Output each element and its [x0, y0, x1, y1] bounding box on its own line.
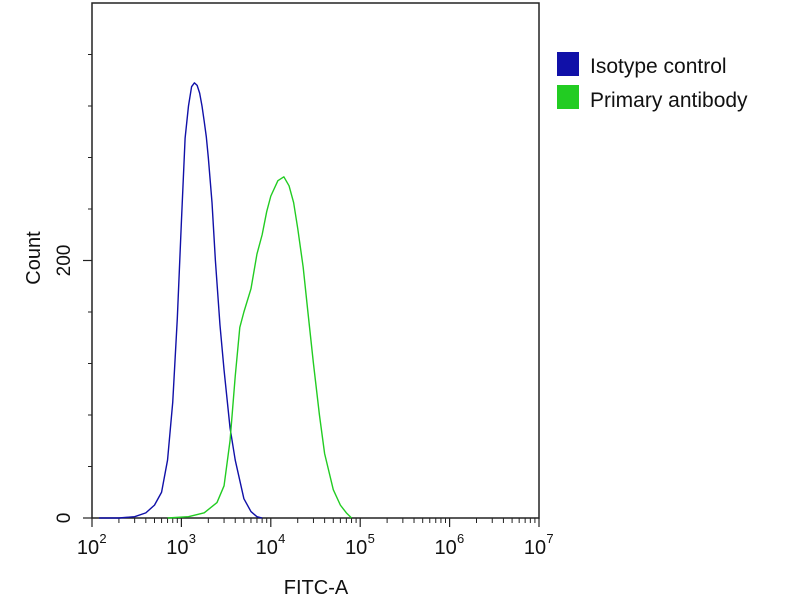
x-tick-label-exponent: 7 — [546, 531, 553, 546]
x-tick-label-exponent: 5 — [368, 531, 375, 546]
x-tick-label: 10 6 — [434, 531, 464, 559]
x-tick-label: 10 3 — [166, 531, 196, 559]
x-tick-label-base: 10 — [434, 537, 456, 559]
y-axis: 0 200 — [54, 54, 92, 524]
legend-swatch-isotype-control — [557, 52, 579, 76]
x-tick-label: 10 2 — [77, 531, 107, 559]
legend-label-isotype-control: Isotype control — [590, 55, 727, 78]
series-line-primary-antibody — [167, 176, 353, 519]
x-axis: 10 2 10 3 10 4 10 5 10 6 10 7 — [77, 518, 554, 559]
series-layer — [99, 82, 353, 519]
y-axis-label: Count — [23, 231, 45, 285]
y-tick-label: 200 — [54, 245, 75, 277]
legend-swatch-primary-antibody — [557, 85, 579, 109]
legend-label-primary-antibody: Primary antibody — [590, 89, 748, 112]
series-line-isotype-control — [99, 82, 263, 519]
x-tick-label-base: 10 — [256, 537, 278, 559]
plot-border — [91, 2, 540, 519]
x-tick-label-base: 10 — [77, 537, 99, 559]
y-tick-label: 0 — [54, 513, 75, 524]
x-tick-label-base: 10 — [524, 537, 546, 559]
x-tick-label: 10 4 — [256, 531, 286, 559]
x-tick-label: 10 5 — [345, 531, 375, 559]
x-axis-label: FITC-A — [284, 577, 349, 599]
legend: Isotype control Primary antibody — [557, 52, 748, 112]
x-tick-label: 10 7 — [524, 531, 554, 559]
x-tick-label-base: 10 — [345, 537, 367, 559]
x-tick-label-base: 10 — [166, 537, 188, 559]
x-tick-label-exponent: 2 — [99, 531, 106, 546]
x-tick-label-exponent: 6 — [457, 531, 464, 546]
plot-frame — [91, 2, 540, 519]
x-tick-label-exponent: 4 — [278, 531, 285, 546]
x-tick-label-exponent: 3 — [189, 531, 196, 546]
